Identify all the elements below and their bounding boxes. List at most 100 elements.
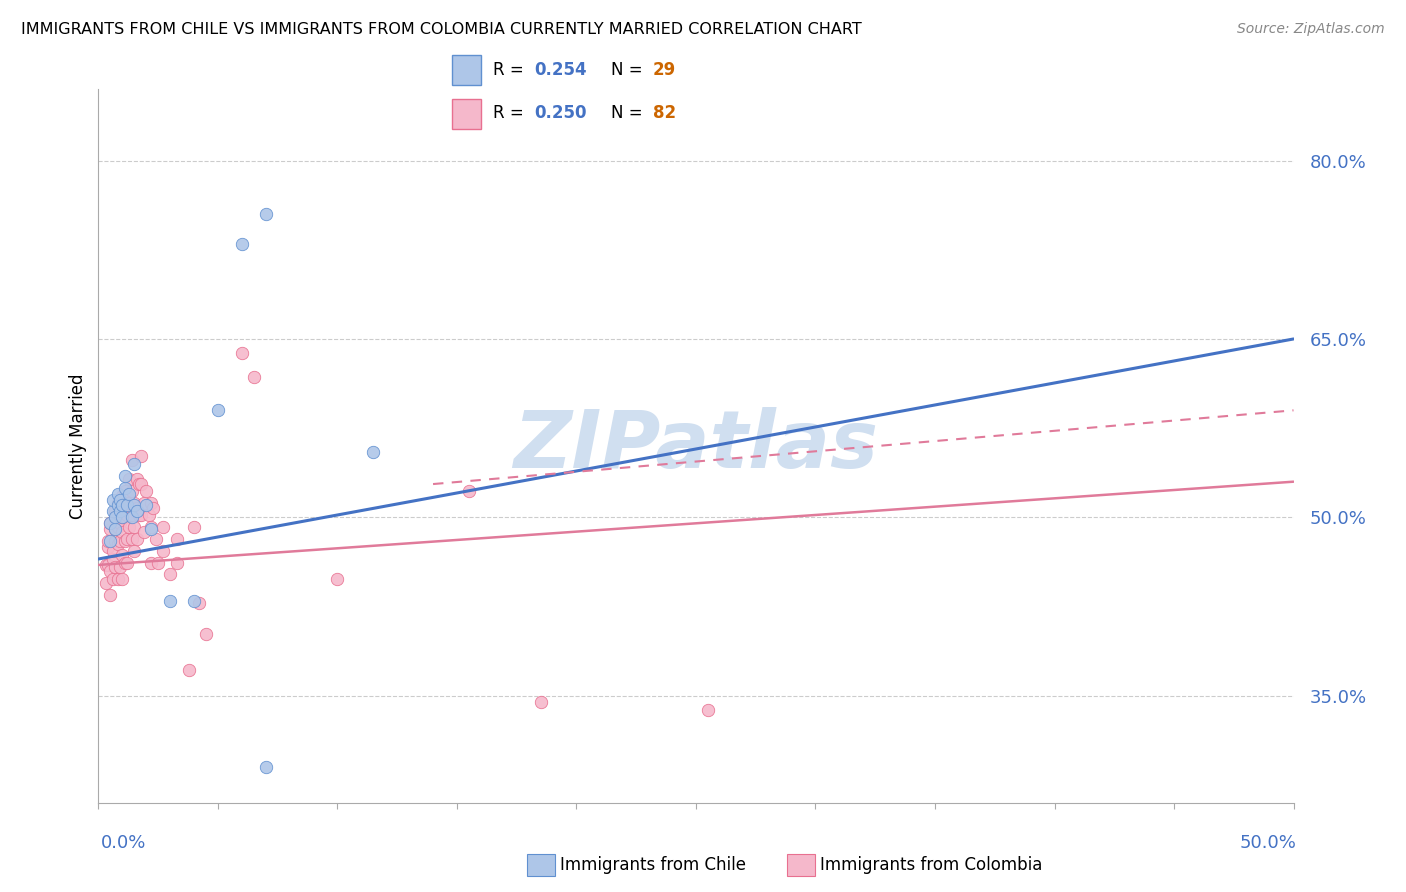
Point xyxy=(111,510,134,524)
Point xyxy=(107,572,129,586)
Point xyxy=(104,504,127,518)
Point xyxy=(183,593,205,607)
Point xyxy=(326,572,349,586)
Point xyxy=(125,532,148,546)
Point xyxy=(118,486,141,500)
FancyBboxPatch shape xyxy=(451,55,481,85)
Point xyxy=(107,510,129,524)
Point xyxy=(124,543,146,558)
Point xyxy=(458,484,481,499)
Point xyxy=(697,703,720,717)
Point xyxy=(111,572,134,586)
FancyBboxPatch shape xyxy=(451,99,481,129)
Text: ZIPatlas: ZIPatlas xyxy=(513,407,879,485)
Point xyxy=(135,484,157,499)
Text: 0.250: 0.250 xyxy=(534,104,586,122)
Text: 82: 82 xyxy=(652,104,676,122)
Text: Immigrants from Chile: Immigrants from Chile xyxy=(560,856,745,874)
Point xyxy=(104,510,127,524)
Text: N =: N = xyxy=(612,61,648,78)
Point xyxy=(159,593,181,607)
Point xyxy=(135,499,157,513)
Point xyxy=(152,520,174,534)
Point xyxy=(121,510,143,524)
Point xyxy=(363,445,385,459)
Point xyxy=(121,484,143,499)
Point xyxy=(98,588,122,602)
Point xyxy=(101,572,124,586)
Y-axis label: Currently Married: Currently Married xyxy=(69,373,87,519)
Point xyxy=(111,510,134,524)
Point xyxy=(98,534,122,549)
Point xyxy=(104,560,127,574)
Point xyxy=(97,534,120,549)
Point xyxy=(101,504,124,518)
Point xyxy=(152,543,174,558)
Point xyxy=(128,477,150,491)
Text: N =: N = xyxy=(612,104,648,122)
Point xyxy=(145,532,167,546)
Point xyxy=(98,564,122,578)
Point xyxy=(94,558,117,572)
Point xyxy=(166,556,188,570)
Point xyxy=(111,549,134,563)
Point xyxy=(114,510,136,524)
Point xyxy=(115,489,138,503)
Point xyxy=(231,346,253,360)
Point xyxy=(108,504,131,518)
Point xyxy=(254,207,277,221)
Point xyxy=(115,499,138,513)
Point xyxy=(187,596,209,610)
Point xyxy=(132,496,155,510)
Point xyxy=(107,486,129,500)
Point xyxy=(108,516,131,531)
Point xyxy=(194,627,217,641)
Point xyxy=(107,499,129,513)
Point xyxy=(179,663,201,677)
Point xyxy=(107,496,129,510)
Point xyxy=(124,457,146,471)
Point xyxy=(108,534,131,549)
Point xyxy=(115,532,138,546)
Point xyxy=(101,552,124,566)
Point xyxy=(104,522,127,536)
Text: IMMIGRANTS FROM CHILE VS IMMIGRANTS FROM COLOMBIA CURRENTLY MARRIED CORRELATION : IMMIGRANTS FROM CHILE VS IMMIGRANTS FROM… xyxy=(21,22,862,37)
Point xyxy=(108,492,131,507)
Point xyxy=(115,556,138,570)
Text: Immigrants from Colombia: Immigrants from Colombia xyxy=(820,856,1042,874)
Point xyxy=(159,567,181,582)
Point xyxy=(98,522,122,536)
Point xyxy=(114,468,136,483)
Point xyxy=(94,575,117,590)
Point xyxy=(118,472,141,486)
Point xyxy=(114,556,136,570)
Point xyxy=(121,532,143,546)
Point xyxy=(115,508,138,522)
Point xyxy=(111,524,134,539)
Point xyxy=(114,534,136,549)
Text: 0.254: 0.254 xyxy=(534,61,588,78)
Point xyxy=(207,403,229,417)
Point xyxy=(243,370,266,384)
Text: R =: R = xyxy=(494,61,529,78)
Point xyxy=(111,499,134,513)
Text: R =: R = xyxy=(494,104,529,122)
Point xyxy=(125,504,148,518)
Point xyxy=(114,481,136,495)
Point xyxy=(97,540,120,554)
Point xyxy=(121,508,143,522)
Point xyxy=(101,492,124,507)
Text: 29: 29 xyxy=(652,61,676,78)
Point xyxy=(125,500,148,515)
Point xyxy=(107,520,129,534)
Point xyxy=(111,489,134,503)
Point xyxy=(104,534,127,549)
Point xyxy=(121,453,143,467)
Point xyxy=(139,522,162,536)
Text: 50.0%: 50.0% xyxy=(1240,834,1296,852)
Text: 0.0%: 0.0% xyxy=(101,834,146,852)
Point xyxy=(132,524,155,539)
Point xyxy=(231,236,253,251)
Point xyxy=(138,508,160,522)
Point xyxy=(104,522,127,536)
